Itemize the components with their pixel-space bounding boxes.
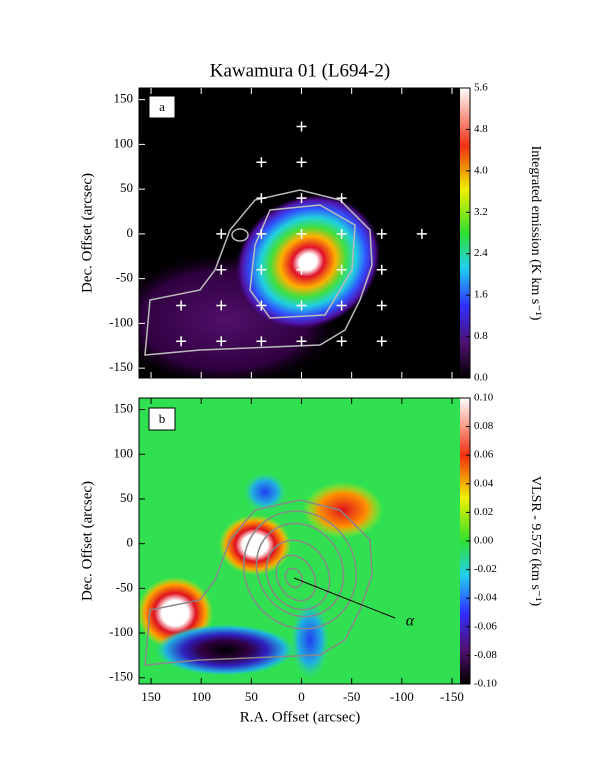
panel-label-box	[148, 407, 176, 431]
chart-title: Kawamura 01 (L694-2)	[210, 60, 390, 81]
panel-label: b	[159, 411, 166, 426]
panel-label: a	[159, 99, 165, 114]
observed-position	[296, 264, 307, 275]
observed-position	[256, 193, 267, 204]
observed-position	[216, 336, 227, 347]
colorbar-tick-label: -0.08	[474, 649, 497, 661]
observed-position	[176, 300, 187, 311]
colorbar-tick-label: 0.0	[474, 372, 488, 384]
observed-position	[336, 300, 347, 311]
colorbar-tick-label: 0.10	[474, 392, 494, 404]
y-tick-label: -150	[109, 359, 133, 374]
colorbar-tick-label: 5.6	[474, 82, 488, 94]
observed-position	[296, 193, 307, 204]
x-tick-label: 100	[191, 689, 211, 704]
observed-position	[256, 228, 267, 239]
y-tick-label: -50	[116, 270, 133, 285]
colorbar-tick-label: -0.04	[474, 592, 497, 604]
y-tick-label: 50	[120, 180, 133, 195]
y-tick-label: -150	[109, 669, 133, 684]
observed-position	[416, 228, 427, 239]
observed-position	[256, 264, 267, 275]
colorbar-tick-label: -0.10	[474, 678, 497, 690]
colorbar-tick-label: 4.8	[474, 123, 488, 135]
colorbar-tick-label: 0.06	[474, 449, 494, 461]
observed-position	[296, 336, 307, 347]
x-tick-label: 0	[298, 689, 305, 704]
colorbar-tick-label: 0.08	[474, 420, 494, 432]
colorbar-b	[460, 398, 470, 684]
observed-position	[216, 228, 227, 239]
observed-position	[296, 228, 307, 239]
y-tick-label: 100	[114, 135, 134, 150]
observed-position	[296, 157, 307, 168]
colorbar-ticks: 5.6 4.8 4.0 3.2 2.4 1.6 0.8 0.0	[466, 82, 488, 384]
x-tick-label: 150	[141, 689, 161, 704]
x-tick-label: -50	[343, 689, 360, 704]
observed-position	[256, 336, 267, 347]
x-tick-label: -100	[390, 689, 414, 704]
observed-position	[376, 300, 387, 311]
observed-position	[216, 264, 227, 275]
y-axis-label: Dec. Offset (arcsec)	[79, 481, 95, 601]
colorbar-tick-label: -0.02	[474, 563, 497, 575]
y-tick-label: 100	[114, 445, 134, 460]
observed-position	[296, 121, 307, 132]
y-axis-label: Dec. Offset (arcsec)	[79, 173, 95, 293]
y-tick-label: 0	[127, 225, 134, 240]
observed-position	[336, 193, 347, 204]
observed-position	[256, 157, 267, 168]
colorbar-tick-label: 0.04	[474, 477, 494, 489]
observed-position	[376, 336, 387, 347]
panel-label-box	[148, 95, 176, 119]
x-axis-label: R.A. Offset (arcsec)	[240, 709, 361, 725]
y-tick-label: 0	[127, 535, 134, 550]
colorbar-tick-label: 1.6	[474, 289, 488, 301]
colorbar-tick-label: 3.2	[474, 206, 488, 218]
y-tick-label: 50	[120, 490, 133, 505]
observed-position	[296, 300, 307, 311]
colorbar-a	[460, 88, 470, 378]
map-b	[139, 398, 460, 684]
annotation-arrow	[293, 577, 396, 619]
y-tick-label: 150	[114, 91, 134, 106]
observed-position	[376, 228, 387, 239]
observed-position	[256, 300, 267, 311]
colorbar-tick-label: 2.4	[474, 247, 488, 259]
colorbar-label: VLSR - 9.576 (km s⁻¹)	[528, 476, 543, 607]
y-tick-label: -100	[109, 624, 133, 639]
observed-position	[216, 300, 227, 311]
y-tick-label: 150	[114, 401, 134, 416]
y-tick-label: -50	[116, 579, 133, 594]
colorbar-tick-label: -0.06	[474, 620, 497, 632]
colorbar-tick-label: 0.8	[474, 330, 488, 342]
colorbar-tick-label: 4.0	[474, 164, 488, 176]
observed-position	[376, 264, 387, 275]
observed-position	[336, 228, 347, 239]
x-tick-label: -150	[440, 689, 464, 704]
x-tick-label: 50	[245, 689, 258, 704]
colorbar-ticks: 0.10 0.08 0.06 0.04 0.02 0.00 -0.02 -0.04 -0.06 -…	[466, 392, 497, 690]
colorbar-tick-label: 0.00	[474, 535, 494, 547]
colorbar-tick-label: 0.02	[474, 506, 493, 518]
colorbar-label: Integrated emission (K km s⁻¹)	[528, 146, 543, 321]
observed-position	[336, 264, 347, 275]
observed-position	[336, 336, 347, 347]
observed-position	[176, 336, 187, 347]
annotation: α	[406, 613, 415, 630]
y-tick-label: -100	[109, 314, 133, 329]
frame-a	[138, 87, 471, 379]
map-a	[139, 88, 460, 378]
